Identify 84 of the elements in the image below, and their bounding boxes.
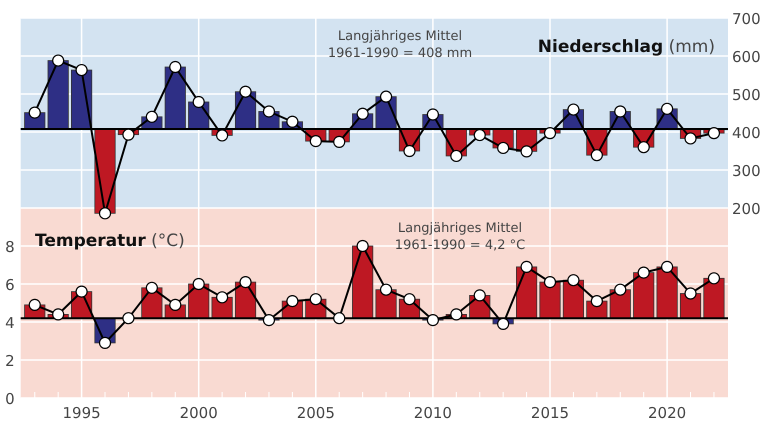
y-tick-label: 6 (5, 276, 15, 294)
y-tick-label: 300 (732, 162, 761, 180)
x-tick-label: 2010 (414, 404, 452, 422)
annotation: Langjähriges Mittel (338, 29, 462, 44)
y-tick-label: 8 (5, 238, 15, 256)
point (520, 145, 533, 158)
point (52, 308, 64, 320)
point (192, 278, 205, 290)
point (239, 276, 252, 288)
point (497, 142, 510, 154)
y-axis-title: (mm) (663, 37, 715, 57)
bar (633, 272, 654, 319)
point (262, 314, 276, 326)
point (520, 260, 533, 273)
point (122, 312, 135, 324)
bar (48, 60, 69, 130)
point (380, 284, 392, 296)
point (450, 308, 462, 320)
point (216, 291, 228, 304)
point (356, 240, 369, 252)
point (333, 312, 346, 324)
point (380, 90, 392, 103)
point (590, 295, 603, 308)
y-tick-label: 500 (732, 86, 761, 104)
x-tick-label: 2015 (530, 404, 570, 422)
y-tick-label: 2 (5, 352, 15, 370)
point (590, 149, 603, 162)
point (28, 106, 41, 119)
point (75, 64, 88, 76)
point (638, 141, 650, 154)
point (450, 150, 462, 162)
point (708, 127, 720, 140)
point (333, 136, 346, 148)
point (262, 105, 276, 118)
point (708, 272, 720, 284)
y-tick-label: 4 (5, 314, 15, 332)
point (122, 128, 135, 141)
point (192, 96, 205, 108)
point (146, 282, 158, 294)
x-tick-label: 1995 (62, 404, 101, 422)
annotation: 1961-1990 = 4,2 °C (394, 238, 526, 253)
point (661, 102, 674, 115)
text: Niederschlag (538, 37, 664, 57)
x-tick-label: 2000 (180, 404, 218, 422)
point (544, 127, 556, 140)
point (638, 266, 650, 279)
point (286, 295, 298, 308)
point (474, 289, 486, 302)
point (356, 108, 369, 120)
point (497, 318, 510, 330)
point (310, 135, 322, 148)
point (403, 293, 416, 306)
annotation: 1961-1990 = 408 mm (328, 46, 472, 61)
point (310, 293, 322, 306)
point (98, 207, 112, 220)
x-tick-label: 2005 (296, 404, 335, 422)
text: Temperatur (35, 231, 146, 251)
y-tick-label: 600 (732, 48, 761, 66)
point (169, 60, 182, 74)
y-tick-label: 400 (732, 124, 761, 142)
point (614, 105, 626, 118)
point (146, 110, 158, 123)
point (286, 116, 298, 128)
y-tick-label: 0 (5, 390, 15, 408)
y-tick-label: 700 (732, 10, 761, 28)
point (216, 129, 228, 142)
point (403, 144, 416, 158)
point (52, 54, 64, 67)
point (684, 287, 697, 300)
point (98, 336, 112, 349)
point (426, 314, 439, 326)
point (75, 286, 88, 298)
point (567, 274, 580, 286)
point (614, 284, 626, 296)
x-tick-label: 2020 (648, 404, 686, 422)
y-tick-label: 200 (732, 200, 761, 218)
point (567, 103, 580, 116)
y-axis-title: (°C) (146, 231, 185, 251)
point (474, 128, 486, 142)
point (661, 260, 674, 273)
point (544, 276, 556, 288)
annotation: Langjähriges Mittel (398, 221, 522, 236)
point (239, 86, 252, 98)
point (684, 132, 697, 145)
